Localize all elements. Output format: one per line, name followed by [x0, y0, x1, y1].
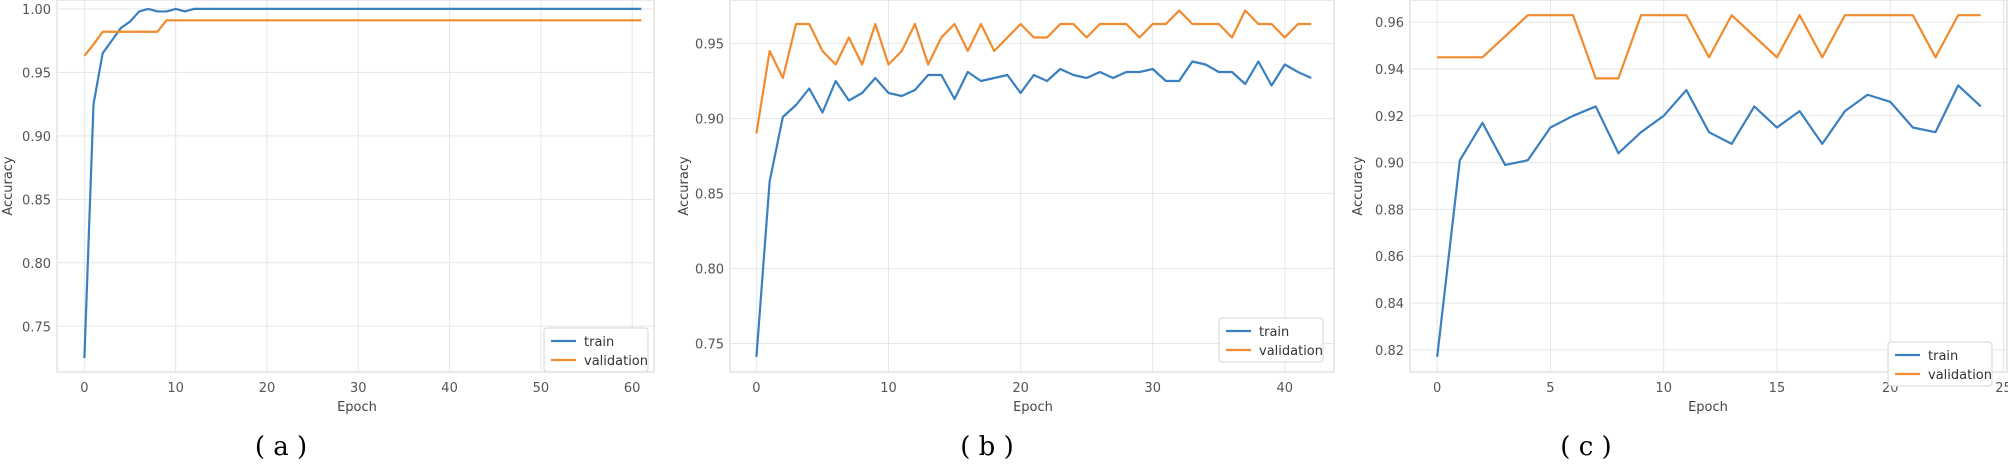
y-tick-label: 0.80 [22, 257, 51, 272]
series-line-validation [83, 19, 642, 57]
y-axis-label: Accuracy [677, 156, 692, 216]
legend-label-train: train [1928, 349, 1958, 364]
plot-area [56, 0, 655, 373]
y-axis-label: Accuracy [1351, 156, 1366, 216]
y-tick-label: 0.75 [22, 320, 51, 335]
y-axis-label: Accuracy [1, 156, 16, 216]
x-tick-label: 5 [1546, 381, 1554, 396]
x-tick-label: 30 [1144, 381, 1161, 396]
legend-label-validation: validation [1259, 344, 1323, 359]
panel-caption: ( a ) [255, 432, 307, 462]
x-tick-label: 10 [167, 381, 184, 396]
y-tick-label: 0.96 [1375, 16, 1404, 31]
x-tick-label: 20 [1012, 381, 1029, 396]
x-tick-label: 0 [752, 381, 760, 396]
series-line-train [83, 7, 642, 359]
y-tick-label: 0.90 [22, 130, 51, 145]
x-tick-label: 30 [350, 381, 367, 396]
series-line-validation [1437, 14, 1981, 80]
panel-caption: ( b ) [960, 432, 1013, 462]
x-tick-label: 10 [880, 381, 897, 396]
chart-a: 0 10 20 30 40 50 60 0.75 0.80 0.85 0.90 0.95 1.00 Epo… [1, 0, 655, 462]
legend: train validation [1218, 317, 1324, 363]
legend: train validation [1887, 341, 1993, 387]
y-tick-label: 0.84 [1375, 297, 1404, 312]
y-tick-label: 0.95 [22, 66, 51, 81]
y-tick-label: 0.82 [1375, 344, 1404, 359]
y-tick-label: 0.85 [22, 193, 51, 208]
legend-label-train: train [584, 335, 614, 350]
y-tick-label: 0.88 [1375, 203, 1404, 218]
series-line-train [755, 60, 1312, 358]
y-tick-label: 0.75 [695, 338, 724, 353]
y-tick-label: 0.94 [1375, 63, 1404, 78]
x-tick-label: 0 [80, 381, 88, 396]
x-tick-label: 0 [1433, 381, 1441, 396]
x-tick-label: 40 [441, 381, 458, 396]
plot-area [1409, 0, 2008, 373]
x-axis-label: Epoch [1688, 400, 1728, 415]
legend-label-validation: validation [584, 354, 648, 369]
legend-label-validation: validation [1928, 368, 1992, 383]
y-tick-label: 0.92 [1375, 110, 1404, 125]
x-axis-label: Epoch [337, 400, 377, 415]
panel-caption: ( c ) [1560, 432, 1611, 462]
legend-label-train: train [1259, 325, 1289, 340]
series-line-train [1436, 84, 1982, 357]
y-tick-label: 0.80 [695, 263, 724, 278]
plot-area [729, 0, 1335, 373]
x-tick-label: 10 [1655, 381, 1672, 396]
x-tick-label: 20 [259, 381, 276, 396]
chart-b: 0 10 20 30 40 0.75 0.80 0.85 0.90 0.95 Epoch Accura… [677, 0, 1335, 462]
y-tick-label: 1.00 [22, 3, 51, 18]
chart-c: 0 5 10 15 20 250.820.840.860.880.900.920.940.… [1351, 0, 2008, 462]
x-tick-label: 50 [533, 381, 550, 396]
y-tick-label: 0.90 [1375, 157, 1404, 172]
y-tick-label: 0.85 [695, 188, 724, 203]
legend: train validation [543, 327, 649, 373]
x-tick-label: 40 [1277, 381, 1294, 396]
y-tick-label: 0.95 [695, 38, 724, 53]
y-tick-label: 0.90 [695, 113, 724, 128]
series-line-validation [755, 9, 1312, 134]
x-tick-label: 25 [1995, 381, 2008, 396]
y-tick-label: 0.86 [1375, 250, 1404, 265]
x-tick-label: 15 [1769, 381, 1786, 396]
x-axis-label: Epoch [1013, 400, 1053, 415]
x-tick-label: 60 [624, 381, 641, 396]
